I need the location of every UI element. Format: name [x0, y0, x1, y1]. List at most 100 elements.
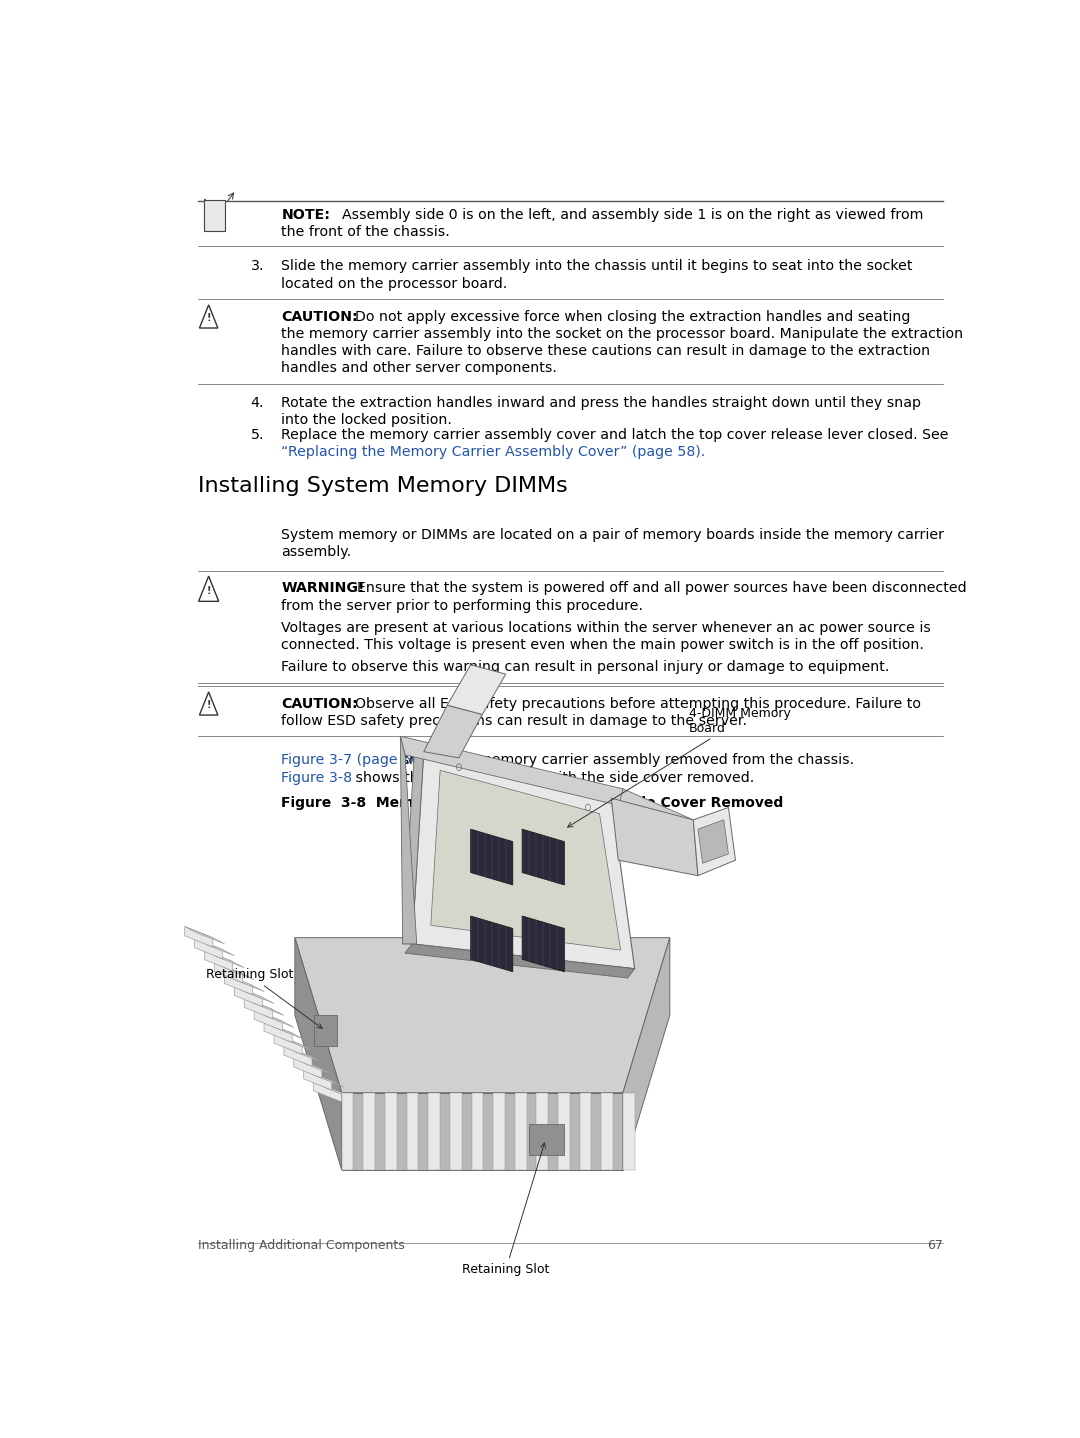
- Text: WARNING!: WARNING!: [282, 581, 365, 595]
- Polygon shape: [537, 1093, 549, 1171]
- Polygon shape: [623, 1093, 635, 1171]
- Polygon shape: [623, 938, 670, 1171]
- Polygon shape: [313, 1081, 353, 1099]
- Polygon shape: [413, 752, 635, 969]
- Polygon shape: [254, 1009, 294, 1027]
- Polygon shape: [618, 789, 693, 838]
- Text: “Replacing the Memory Carrier Assembly Cover” (page 58).: “Replacing the Memory Carrier Assembly C…: [282, 446, 705, 459]
- Polygon shape: [471, 916, 513, 972]
- FancyBboxPatch shape: [204, 200, 225, 232]
- Polygon shape: [384, 1093, 396, 1171]
- Text: Slide the memory carrier assembly into the chassis until it begins to seat into : Slide the memory carrier assembly into t…: [282, 259, 913, 273]
- Polygon shape: [215, 962, 243, 982]
- Text: Replace the memory carrier assembly cover and latch the top cover release lever : Replace the memory carrier assembly cove…: [282, 429, 949, 441]
- Polygon shape: [215, 962, 254, 979]
- Polygon shape: [341, 1093, 623, 1171]
- Polygon shape: [693, 808, 735, 876]
- Text: the memory carrier assembly into the socket on the processor board. Manipulate t: the memory carrier assembly into the soc…: [282, 326, 963, 341]
- Text: Voltages are present at various locations within the server whenever an ac power: Voltages are present at various location…: [282, 621, 931, 636]
- Text: located on the processor board.: located on the processor board.: [282, 276, 508, 290]
- Polygon shape: [264, 1022, 293, 1043]
- Text: Rotate the extraction handles inward and press the handles straight down until t: Rotate the extraction handles inward and…: [282, 395, 921, 410]
- Polygon shape: [341, 1093, 353, 1171]
- Polygon shape: [284, 1045, 312, 1066]
- Text: connected. This voltage is present even when the main power switch is in the off: connected. This voltage is present even …: [282, 638, 924, 651]
- Polygon shape: [294, 1058, 334, 1076]
- Polygon shape: [429, 1093, 440, 1171]
- Polygon shape: [254, 1009, 282, 1031]
- Polygon shape: [234, 986, 274, 1004]
- Text: !: !: [206, 700, 211, 710]
- Polygon shape: [363, 1093, 375, 1171]
- Polygon shape: [515, 1093, 527, 1171]
- Text: Retaining Slot: Retaining Slot: [206, 968, 322, 1028]
- Text: !: !: [206, 585, 211, 595]
- Text: !: !: [206, 313, 211, 324]
- Text: 4.: 4.: [251, 395, 264, 410]
- Polygon shape: [431, 771, 621, 951]
- Text: assembly.: assembly.: [282, 545, 352, 559]
- Polygon shape: [450, 1093, 461, 1171]
- Text: Figure 3-8: Figure 3-8: [282, 771, 352, 785]
- Polygon shape: [225, 974, 265, 992]
- Polygon shape: [294, 1058, 322, 1078]
- Text: shows the memory carrier assembly removed from the chassis.: shows the memory carrier assembly remove…: [397, 754, 854, 768]
- Polygon shape: [447, 664, 505, 715]
- Text: from the server prior to performing this procedure.: from the server prior to performing this…: [282, 598, 644, 613]
- Text: shows the memory carrier with the side cover removed.: shows the memory carrier with the side c…: [351, 771, 754, 785]
- Polygon shape: [204, 951, 232, 971]
- Polygon shape: [313, 1015, 337, 1047]
- Polygon shape: [199, 577, 218, 601]
- Polygon shape: [407, 1093, 418, 1171]
- Polygon shape: [274, 1034, 314, 1051]
- Polygon shape: [225, 974, 253, 995]
- Polygon shape: [284, 1045, 324, 1063]
- Text: Assembly side 0 is on the left, and assembly side 1 is on the right as viewed fr: Assembly side 0 is on the left, and asse…: [341, 209, 923, 221]
- Polygon shape: [200, 692, 218, 715]
- Polygon shape: [423, 705, 483, 758]
- Polygon shape: [204, 951, 244, 968]
- Polygon shape: [244, 998, 284, 1015]
- Text: 5.: 5.: [251, 429, 264, 441]
- Polygon shape: [558, 1093, 570, 1171]
- Polygon shape: [401, 736, 627, 808]
- Text: CAUTION:: CAUTION:: [282, 697, 359, 710]
- Polygon shape: [529, 1123, 565, 1155]
- Polygon shape: [523, 830, 565, 884]
- Text: Installing System Memory DIMMs: Installing System Memory DIMMs: [198, 476, 567, 496]
- Text: into the locked position.: into the locked position.: [282, 413, 453, 427]
- Polygon shape: [303, 1070, 332, 1090]
- Polygon shape: [303, 1070, 343, 1087]
- Polygon shape: [313, 1081, 341, 1102]
- Polygon shape: [472, 1093, 483, 1171]
- Text: Failure to observe this warning can result in personal injury or damage to equip: Failure to observe this warning can resu…: [282, 660, 890, 674]
- Polygon shape: [698, 820, 728, 863]
- Polygon shape: [194, 939, 222, 959]
- Text: Retaining Slot: Retaining Slot: [462, 1143, 550, 1276]
- Polygon shape: [295, 938, 670, 1093]
- Polygon shape: [200, 305, 218, 328]
- Polygon shape: [405, 943, 635, 978]
- Text: Installing Additional Components: Installing Additional Components: [198, 1240, 405, 1252]
- Polygon shape: [602, 1093, 613, 1171]
- Text: CAUTION:: CAUTION:: [282, 309, 359, 324]
- Polygon shape: [471, 830, 513, 884]
- Polygon shape: [274, 1034, 302, 1054]
- Text: handles and other server components.: handles and other server components.: [282, 361, 557, 375]
- Text: 3.: 3.: [251, 259, 264, 273]
- Polygon shape: [244, 998, 272, 1018]
- Text: Do not apply excessive force when closing the extraction handles and seating: Do not apply excessive force when closin…: [355, 309, 910, 324]
- Text: Figure  3-8  Memory Carrier Assembly with Side Cover Removed: Figure 3-8 Memory Carrier Assembly with …: [282, 797, 784, 811]
- Polygon shape: [194, 939, 234, 956]
- Text: NOTE:: NOTE:: [282, 209, 330, 221]
- Text: follow ESD safety precautions can result in damage to the server.: follow ESD safety precautions can result…: [282, 713, 747, 728]
- Polygon shape: [401, 736, 417, 943]
- Polygon shape: [295, 938, 341, 1171]
- Polygon shape: [580, 1093, 592, 1171]
- Text: 67: 67: [927, 1240, 943, 1252]
- Polygon shape: [494, 1093, 504, 1171]
- Text: the front of the chassis.: the front of the chassis.: [282, 226, 450, 239]
- Polygon shape: [611, 798, 698, 876]
- Polygon shape: [234, 986, 262, 1007]
- Polygon shape: [403, 752, 423, 943]
